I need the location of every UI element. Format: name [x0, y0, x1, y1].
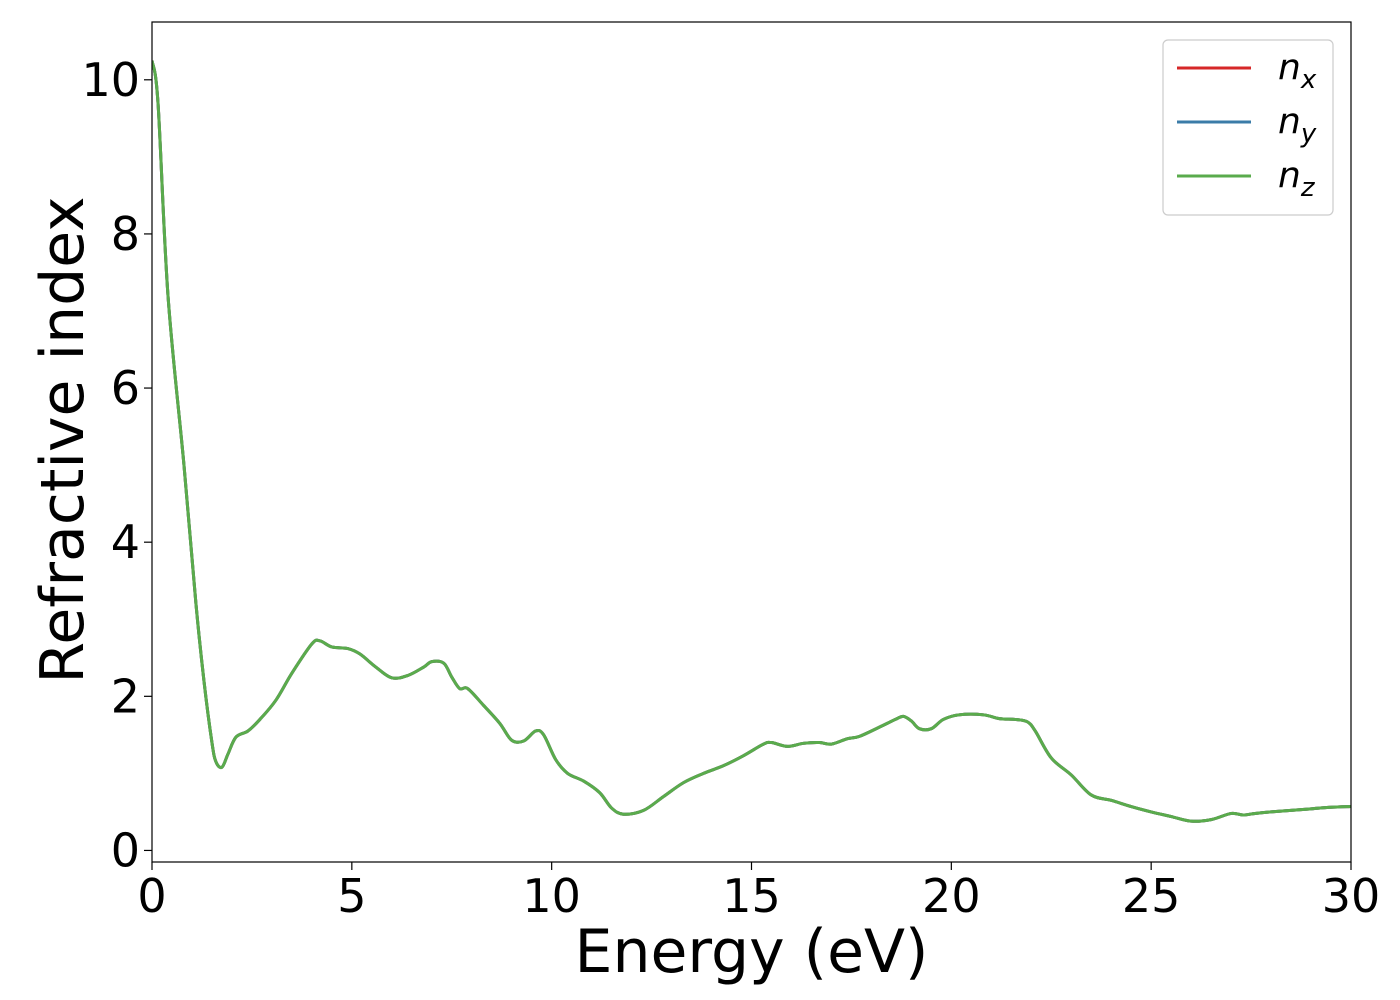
y-tick-label: 0	[111, 823, 140, 877]
series-line-nz	[152, 60, 1351, 823]
x-tick-label: 25	[1122, 869, 1181, 923]
y-axis-ticks: 0 2 4 6 8 10	[81, 53, 152, 877]
y-tick-label: 8	[111, 207, 140, 261]
legend-label-nz: nz	[1278, 155, 1316, 203]
x-tick-label: 15	[722, 869, 781, 923]
y-tick-label: 4	[111, 515, 140, 569]
y-axis-label: Refractive index	[28, 196, 98, 683]
x-tick-label: 10	[522, 869, 581, 923]
x-tick-label: 5	[337, 869, 366, 923]
legend-label-nx: nx	[1278, 47, 1317, 95]
x-tick-label: 0	[137, 869, 166, 923]
legend-label-ny: ny	[1278, 101, 1317, 149]
legend: nx ny nz	[1162, 39, 1334, 216]
y-tick-label: 6	[111, 361, 140, 415]
y-tick-label: 10	[81, 53, 140, 107]
legend-box	[1162, 39, 1334, 216]
plot-lines	[152, 60, 1351, 823]
x-axis-ticks: 0 5 10 15 20 25 30	[137, 862, 1380, 923]
x-axis-label: Energy (eV)	[575, 917, 929, 987]
x-tick-label: 30	[1322, 869, 1381, 923]
x-tick-label: 20	[922, 869, 981, 923]
y-tick-label: 2	[111, 669, 140, 723]
